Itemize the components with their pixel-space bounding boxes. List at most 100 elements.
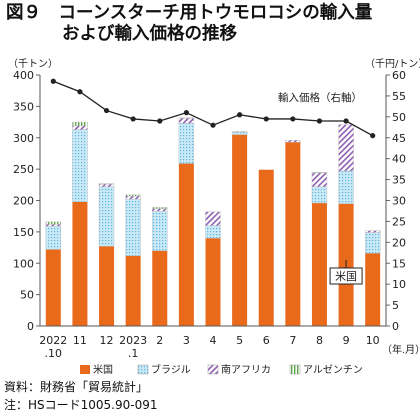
price-point [263,116,269,122]
left-tick-label: 50 [20,289,34,302]
bar-segment-米国 [99,246,115,326]
left-tick-label: 0 [27,320,34,333]
bar-segment-米国 [365,253,381,326]
bar-segment-米国 [125,255,141,326]
legend-swatch-米国 [80,365,90,374]
bar-segment-南アフリカ [178,118,195,124]
bar-segment-米国 [232,134,248,326]
x-tick-label: 10 [366,334,380,347]
annotation-text: 米国 [335,270,357,283]
bar-segment-米国 [72,201,88,326]
plot-area: 0501001502002503003504000510152025303540… [13,69,406,376]
bar-segment-ブラジル [45,226,62,250]
hs-code-note: 注：HSコード1005.90-091 [4,398,158,412]
left-tick-label: 300 [13,132,34,145]
bar-segment-アルゼンチン [178,117,195,119]
bar-segment-南アフリカ [231,131,248,133]
figure-label: 図９ [6,3,41,23]
chart-title: 図９ コーンスターチ用トウモロコシの輸入量 および輸入価格の推移 [6,3,416,45]
price-point [237,112,243,118]
bar-segment-ブラジル [338,170,354,204]
bar-segment-南アフリカ [72,125,88,130]
title-line-2: および輸入価格の推移 [62,24,237,44]
x-tick-label: 3 [183,334,190,347]
x-tick-label: 5 [236,334,243,347]
x-tick-label: 2022 [39,334,67,347]
bar-segment-米国 [285,142,301,326]
left-tick-label: 100 [13,257,34,270]
x-tick-label: 12 [100,334,114,347]
bar-segment-ブラジル [98,186,115,247]
right-tick-label: 30 [392,195,406,208]
left-tick-label: 250 [13,163,34,176]
legend-swatch-アルゼンチン [289,364,301,375]
bar-segment-南アフリカ [285,140,301,143]
price-point [210,122,216,128]
bar-segment-アルゼンチン [311,172,328,174]
bar-segment-ブラジル [205,225,221,239]
bar-segment-アルゼンチン [98,183,115,185]
legend-label-アルゼンチン: アルゼンチン [303,364,363,376]
right-tick-label: 15 [392,257,406,270]
bar-segment-米国 [178,163,194,326]
right-tick-label: 35 [392,174,406,187]
bar-segment-ブラジル [231,131,248,135]
bar-segment-ブラジル [364,232,381,254]
right-tick-label: 0 [392,320,399,333]
right-tick-label: 50 [392,111,406,124]
bar-segment-南アフリカ [98,183,115,187]
x-axis-unit: （年.月） [382,343,420,356]
title-text-1: コーンスターチ用トウモロコシの輸入量 [58,3,373,23]
bar-segment-アルゼンチン [152,207,168,209]
bar-segment-ブラジル [152,210,168,251]
bar-segment-米国 [258,169,274,326]
bar-segment-ブラジル [178,123,195,164]
right-tick-label: 10 [392,278,406,291]
bar-segment-南アフリカ [338,124,354,172]
price-point [77,89,83,95]
right-tick-label: 5 [392,299,399,312]
x-tick-label: 4 [210,334,217,347]
bar-segment-南アフリカ [152,208,168,212]
x-tick-label: 2023 [119,334,147,347]
left-tick-label: 350 [13,100,34,113]
x-tick-label: .1 [128,347,139,360]
source-note: 資料：財務省「貿易統計」 [4,380,149,394]
price-point [130,116,136,122]
legend-label-米国: 米国 [93,363,113,376]
x-tick-label: 9 [343,334,350,347]
price-point [370,133,376,139]
left-axis-unit: （千トン） [8,58,58,70]
right-tick-label: 55 [392,90,406,103]
right-tick-label: 45 [392,132,406,145]
legend-label-ブラジル: ブラジル [151,363,191,376]
bar-segment-南アフリカ [205,211,221,226]
bar-segment-南アフリカ [45,224,62,227]
x-tick-label: 6 [263,334,270,347]
bar-segment-アルゼンチン [45,221,62,225]
annotation-box [329,267,363,285]
bar-segment-ブラジル [72,129,88,202]
bar-segment-アルゼンチン [125,194,141,197]
x-tick-label: .10 [45,347,63,360]
bar-segment-アルゼンチン [72,121,88,127]
x-tick-label: 2 [156,334,163,347]
bar-segment-南アフリカ [311,172,328,187]
left-tick-label: 200 [13,195,34,208]
price-point [157,118,163,124]
bar-segment-米国 [45,249,61,326]
x-tick-label: 7 [289,334,296,347]
x-tick-label: 11 [73,334,87,347]
bar-segment-米国 [205,238,221,326]
price-point [290,116,296,122]
legend-swatch-南アフリカ [207,364,219,375]
price-point [183,110,189,116]
right-tick-label: 20 [392,236,406,249]
price-line-label: 輸入価格（右軸） [278,91,362,104]
right-axis-unit: （千円/トン） [365,58,420,70]
bar-segment-南アフリカ [364,230,381,233]
right-tick-label: 40 [392,153,406,166]
legend-swatch-ブラジル [137,364,149,375]
right-tick-label: 25 [392,215,406,228]
